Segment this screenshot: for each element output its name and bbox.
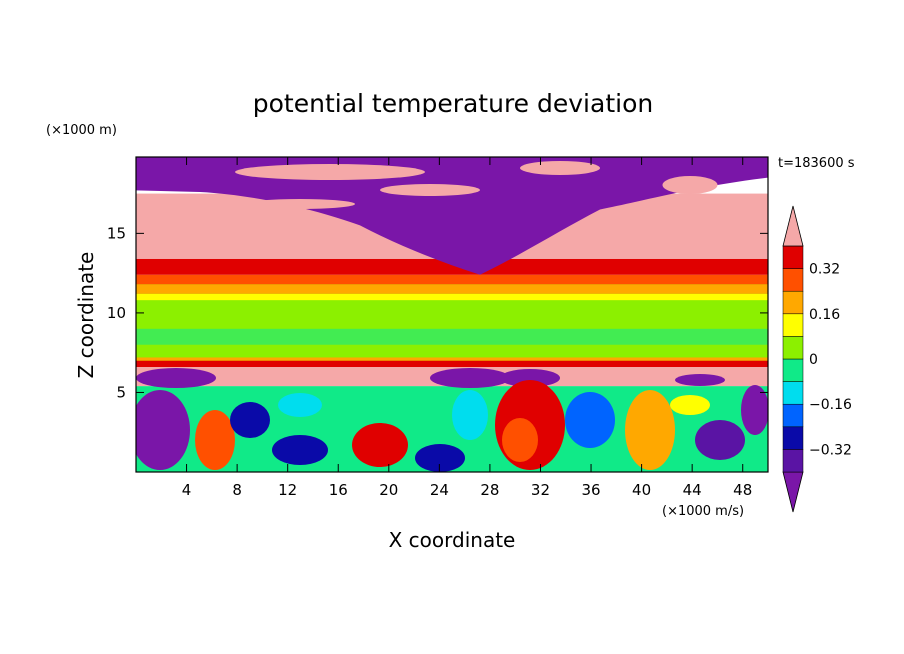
x-tick-label: 44 [683,481,702,499]
eddy [452,390,488,440]
eddy [695,420,745,460]
inversion-cold-lump [500,369,560,387]
colorbar-segment [782,426,804,450]
x-tick-label: 48 [733,481,752,499]
colorbar-extend-low [782,471,804,513]
x-tick-label: 28 [480,481,499,499]
y-axis: 5 10 15 [107,224,768,401]
band-inversion-edge [136,360,768,367]
x-tick-label: 32 [531,481,550,499]
eddy [136,390,190,470]
warm-patch [662,176,718,194]
eddy [278,393,322,417]
band-orange [136,274,768,285]
colorbar-label: 0 [809,352,818,368]
colorbar-segment [782,381,804,405]
colorbar-label: −0.16 [809,397,852,413]
eddy [502,418,538,462]
colorbar-segment [782,403,804,428]
x-tick-label: 40 [632,481,651,499]
x-unit-label: (×1000 m/s) [662,504,744,519]
chart-title: potential temperature deviation [253,89,653,118]
cold-anomaly-region [136,157,768,275]
y-unit-label: (×1000 m) [46,123,117,138]
colorbar-segment [782,245,804,269]
eddy [625,390,675,470]
colorbar-label: 0.16 [809,307,840,323]
colorbar-segment [782,290,804,315]
colorbar-segment [782,336,804,360]
colorbar-segment [782,449,804,473]
eddy [741,385,768,435]
x-tick-label: 4 [182,481,192,499]
inversion-cold-lump [430,368,510,388]
eddy [415,444,465,472]
warm-patch [520,161,600,175]
warm-patch [245,199,355,209]
contour-plot-area [136,157,768,472]
y-tick-label: 10 [107,304,126,322]
band-yellow [136,284,768,294]
eddy [230,402,270,438]
colorbar: 0.32 0.16 0 −0.16 −0.32 [782,205,852,513]
y-tick-label: 5 [116,383,126,401]
contour-blobs [136,157,768,472]
colorbar-segment [782,313,804,337]
eddy [565,392,615,448]
x-axis-label: X coordinate [389,528,516,552]
x-tick-label: 20 [379,481,398,499]
colorbar-segment [782,268,804,292]
colorbar-extend-high [782,205,804,247]
y-axis-label: Z coordinate [74,252,98,379]
mid-layer-cool-streak [136,328,768,345]
colorbar-label: 0.32 [809,262,840,278]
colorbar-segment [782,358,804,382]
band-light-green [136,293,768,301]
time-label: t=183600 s [778,156,855,171]
x-tick-label: 8 [232,481,242,499]
x-tick-label: 36 [581,481,600,499]
band-inversion-yellow [136,357,768,361]
y-tick-label: 15 [107,224,126,242]
eddy [272,435,328,465]
eddy [670,395,710,415]
x-tick-label: 24 [430,481,449,499]
x-tick-label: 16 [329,481,348,499]
eddy [195,410,235,470]
x-tick-label: 12 [278,481,297,499]
inversion-cold-lump [136,368,216,388]
inversion-cold-lump [675,374,725,386]
colorbar-label: −0.32 [809,442,852,458]
plot-frame [135,156,769,473]
band-red [136,258,768,275]
eddy [352,423,408,467]
warm-patch [235,164,425,180]
x-axis: 4 8 12 16 20 24 28 32 36 40 44 48 [182,157,752,499]
warm-patch [380,184,480,196]
